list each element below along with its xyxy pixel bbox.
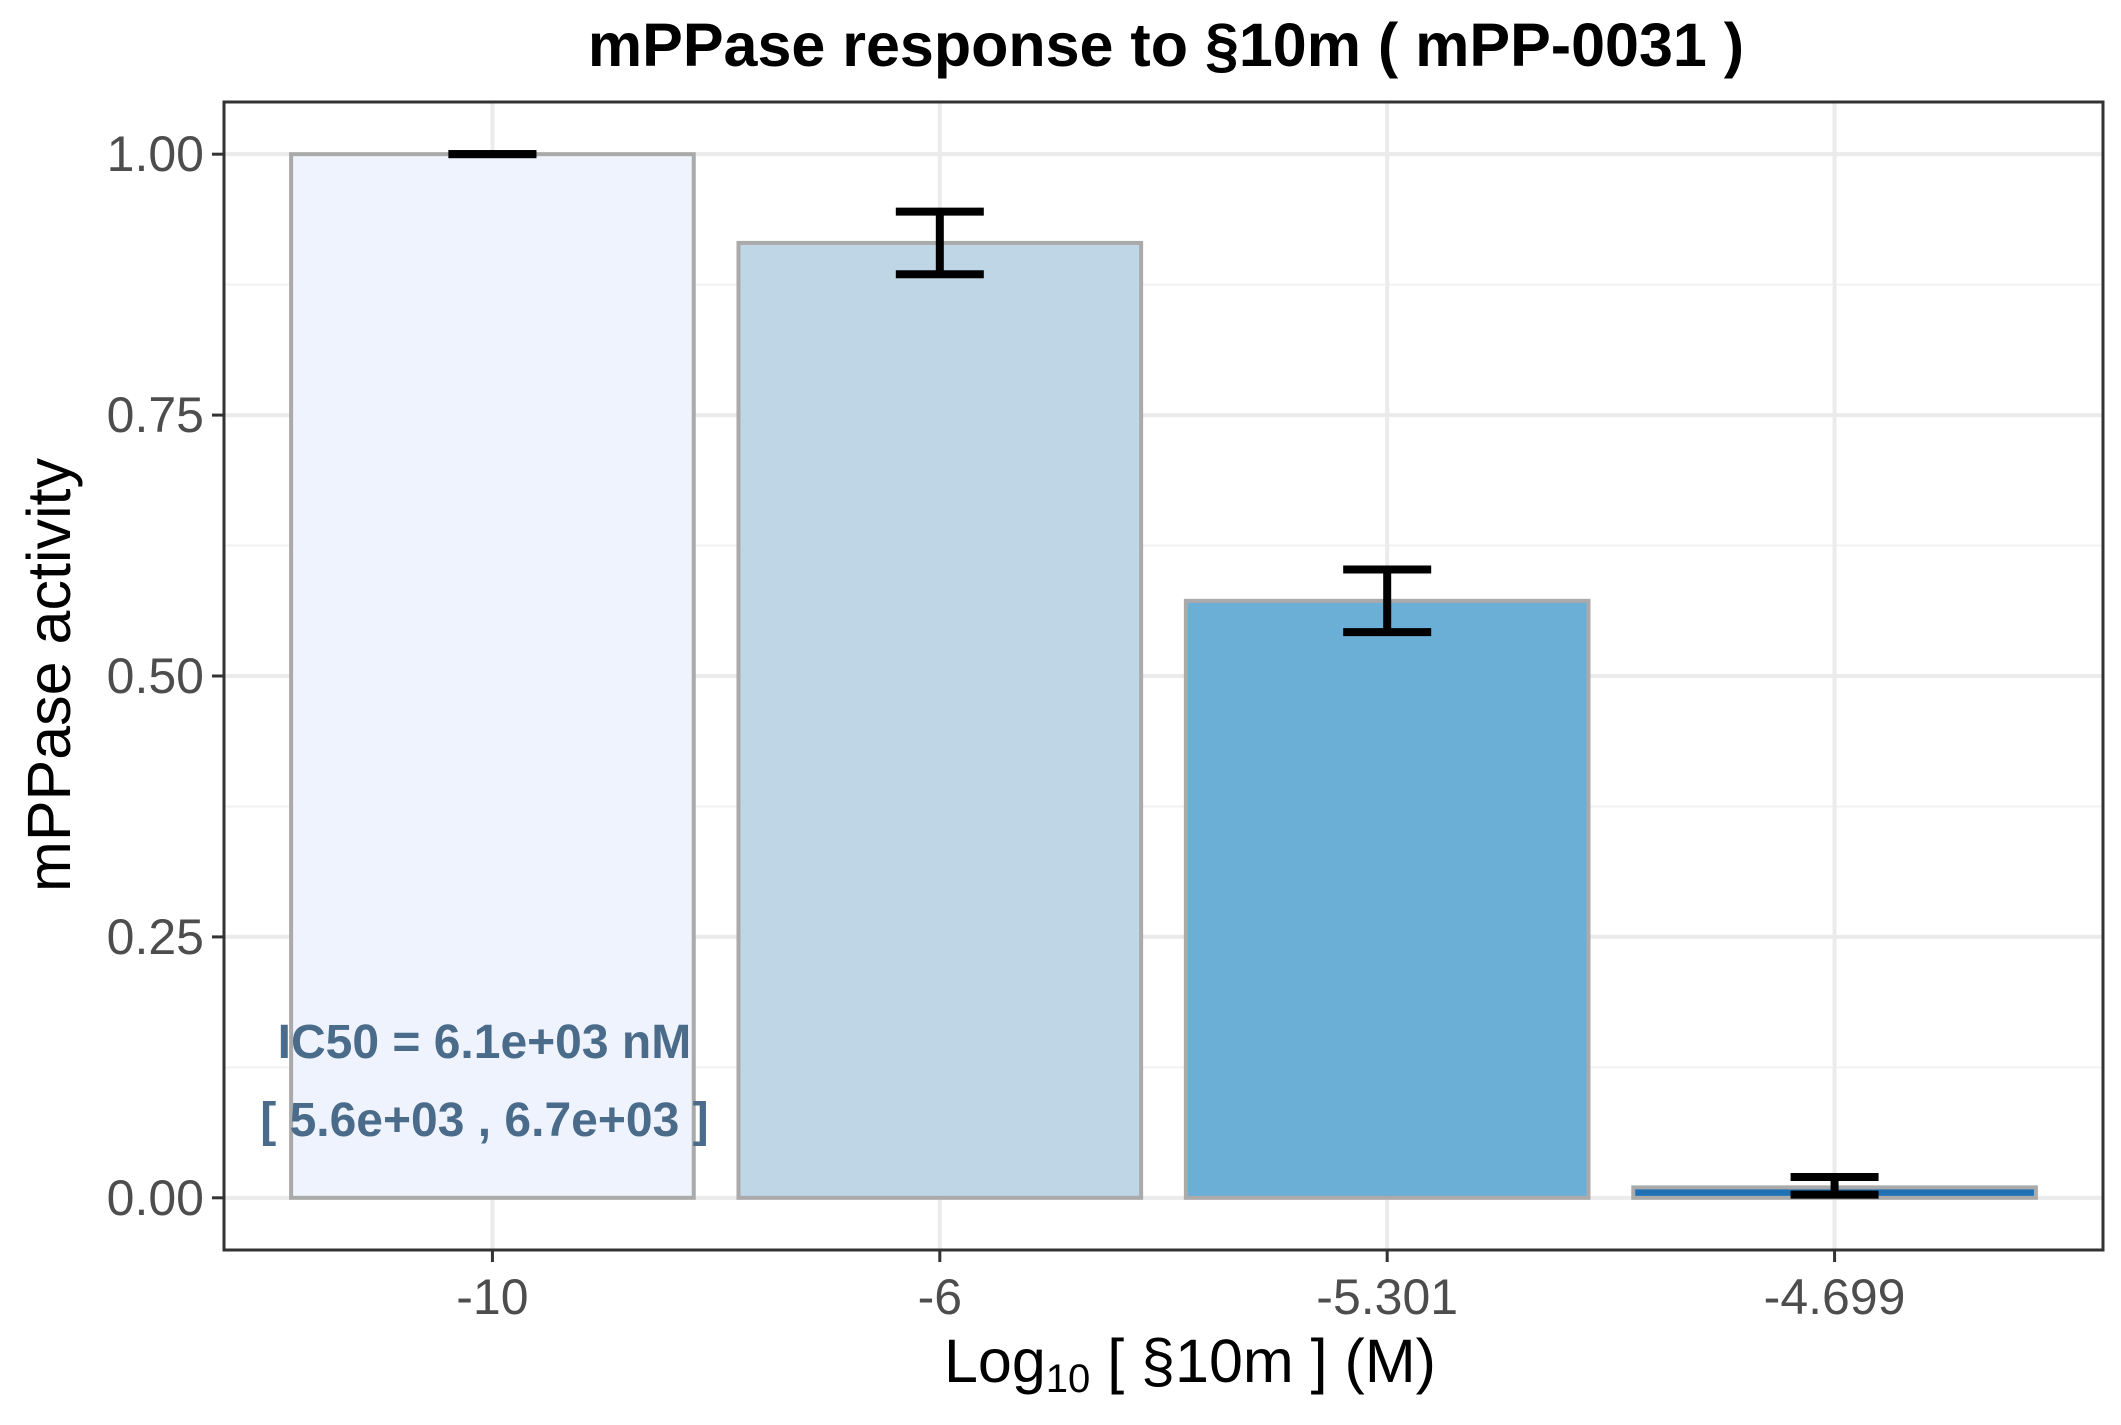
bar: [289, 152, 696, 1200]
x-axis-title-subscript: 10: [1046, 1357, 1091, 1401]
error-bars: [448, 150, 1879, 1199]
y-axis: 0.00 0.25 0.50 0.75 1.00: [107, 126, 224, 1226]
x-axis-title: Log10 [ §10m ] (M): [944, 1327, 1436, 1401]
annotations: IC50 = 6.1e+03 nM [ 5.6e+03 , 6.7e+03 ]: [260, 1016, 708, 1147]
y-tick-label: 1.00: [107, 126, 204, 182]
bar: [1183, 598, 1591, 1200]
x-axis-title-prefix: Log: [944, 1327, 1046, 1395]
x-tick-label: -4.699: [1764, 1269, 1906, 1325]
y-tick-label: 0.75: [107, 387, 204, 443]
x-tick-label: -10: [456, 1269, 528, 1325]
bar: [736, 240, 1144, 1200]
chart-title: mPPase response to §10m ( mPP-0031 ): [588, 11, 1744, 79]
x-axis: -10 -6 -5.301 -4.699: [456, 1250, 1905, 1325]
y-tick-label: 0.25: [107, 909, 204, 965]
y-tick-label: 0.00: [107, 1170, 204, 1226]
x-tick-label: -5.301: [1316, 1269, 1458, 1325]
y-axis-title: mPPase activity: [15, 458, 83, 892]
x-axis-title-suffix: [ §10m ] (M): [1090, 1327, 1436, 1395]
x-tick-label: -6: [918, 1269, 962, 1325]
ic50-annotation-line: [ 5.6e+03 , 6.7e+03 ]: [260, 1094, 708, 1147]
y-tick-label: 0.50: [107, 648, 204, 704]
ic50-annotation-line: IC50 = 6.1e+03 nM: [278, 1016, 692, 1069]
bars: [289, 152, 2038, 1200]
